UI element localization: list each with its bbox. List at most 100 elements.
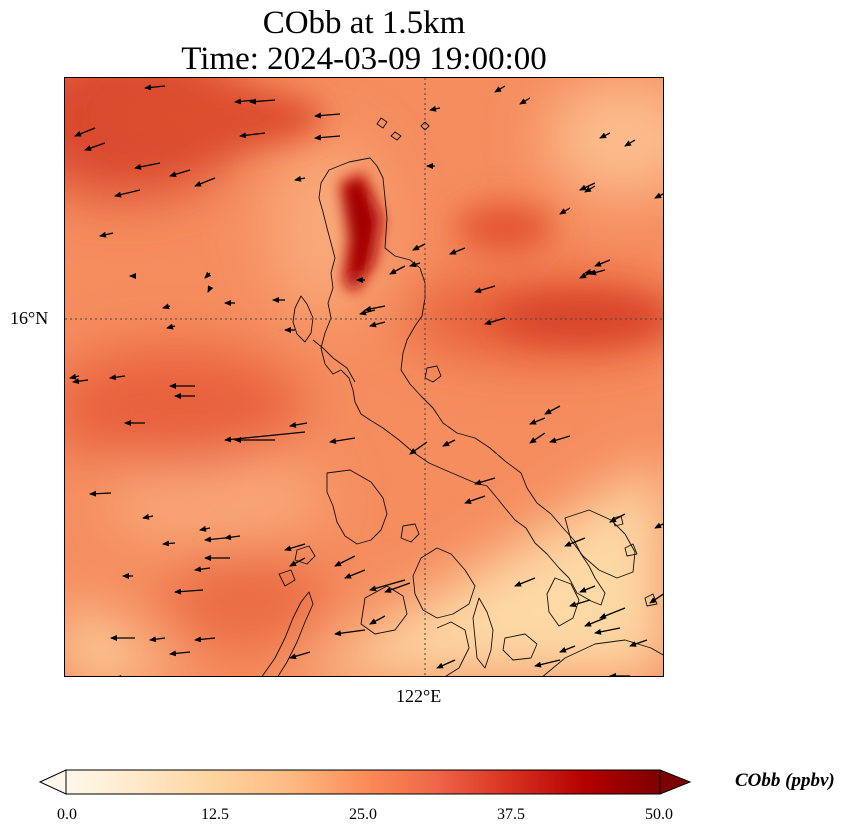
wind-vector-12 [194,177,216,187]
wind-vector-2 [249,98,276,105]
wind-vector-6 [494,85,506,93]
wind-vector-16 [599,132,611,139]
wind-vector-7 [74,127,96,137]
map-title-line1: CObb at 1.5km [262,5,466,41]
high-band-mideast [495,293,663,343]
low-region-southwest [65,598,182,676]
colorbar-extend-high [659,769,692,795]
east-islet-cluster [612,515,658,607]
bataan-peninsula-coast [292,295,314,343]
wind-vector-69 [162,540,176,547]
wind-vectors [69,84,663,676]
cobb-field-map [65,78,663,676]
high-region-top [105,88,325,148]
palawan-coast [261,591,314,676]
wind-vector-25 [204,271,212,279]
peak-plume-core [345,183,371,278]
cebu-coast [472,597,494,669]
wind-vector-44 [369,321,386,328]
polillo-coast [424,365,442,383]
wind-vector-39 [584,268,596,275]
mindoro-coastline [326,469,388,545]
wind-vector-100 [579,585,596,593]
wind-vector-80 [609,513,626,523]
wind-vector-84 [584,617,606,627]
wind-vector-57 [442,439,456,447]
wind-vector-79 [384,582,411,593]
wind-vector-77 [344,569,366,579]
wind-vector-46 [69,373,80,380]
colorbar-tick-2: 25.0 [349,806,377,823]
colorbar-tick-0: 0.0 [57,806,77,823]
longitude-tick-label: 122°E [396,686,442,706]
marinduque-coast [400,523,420,543]
wind-vector-45 [449,247,466,255]
wind-vector-65 [142,513,154,520]
colorbar-tick-3: 37.5 [497,806,525,823]
wind-vector-93 [559,645,576,653]
wind-vector-78 [369,579,406,592]
wind-vector-5 [519,97,531,105]
wind-vector-8 [84,142,106,151]
map-panel [64,77,664,677]
wind-vector-96 [654,522,663,529]
gridlines [65,78,663,676]
wind-vector-35 [484,317,506,326]
wind-vector-22 [429,105,441,112]
wind-vector-86 [334,629,366,637]
wind-vector-58 [529,417,546,425]
wind-vector-82 [514,577,536,587]
wind-vector-41 [409,261,421,268]
wind-vector-76 [334,555,356,567]
wind-vector-26 [207,285,214,293]
wind-vector-64 [89,490,112,497]
wind-vector-66 [199,525,211,532]
wind-vector-42 [389,265,406,275]
manila-bay-coast [312,339,356,383]
wind-vector-81 [564,537,586,547]
wind-vector-83 [569,599,591,608]
wind-vector-4 [314,134,341,141]
colorbar-scale [65,769,661,795]
wind-vector-55 [329,437,356,445]
wind-vector-90 [149,636,166,643]
wind-vector-33 [166,323,176,330]
bohol-coast [502,633,538,661]
wind-vector-68 [224,534,241,541]
wind-vector-62 [474,477,496,486]
map-title-line2: Time: 2024-03-09 19:00:00 [181,41,547,77]
wind-vector-73 [174,588,204,595]
high-band-northeast [455,203,555,253]
wind-vector-75 [289,557,306,567]
wind-vector-47 [72,378,89,385]
wind-vector-48 [109,374,126,381]
wind-vector-36 [594,259,611,267]
wind-vector-98 [599,607,626,619]
wind-vector-18 [584,185,596,193]
wind-vector-29 [359,309,376,316]
luzon-coastline [318,157,606,606]
high-band-southwest [165,548,325,648]
leyte-coast [546,577,580,627]
negros-coast [436,621,470,676]
colorbar-extend-low [38,769,67,795]
wind-vector-0 [144,84,166,91]
wind-vector-23 [99,231,114,238]
wind-vector-43 [364,305,386,312]
wind-vector-20 [654,192,663,199]
wind-vector-21 [559,207,571,215]
wind-vector-99 [594,627,621,635]
wind-vector-56 [409,441,428,455]
wind-vector-67 [204,536,226,543]
wind-vector-63 [464,495,486,504]
wind-vector-88 [534,659,561,668]
wind-vector-101 [289,651,311,660]
wind-vector-85 [369,615,386,625]
visayas-coast-west [412,547,476,619]
wind-vector-11 [169,169,191,178]
wind-vector-92 [169,650,191,657]
wind-vector-14 [294,175,306,182]
wind-vector-95 [629,639,648,647]
wind-vector-91 [194,636,216,643]
colorbar [38,769,692,795]
